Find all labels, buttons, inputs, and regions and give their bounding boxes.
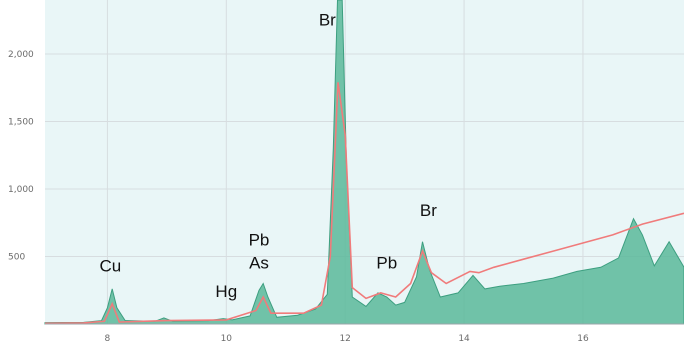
x-tick-label: 8: [105, 334, 111, 344]
y-tick-label: 500: [8, 253, 25, 263]
peak-label-as: As: [249, 254, 269, 273]
tick-layer: 500 1,000 1,500 2,000 8 10 12 14 16: [8, 50, 589, 344]
y-tick-label: 1,500: [8, 118, 34, 128]
x-tick-label: 10: [221, 334, 233, 344]
peak-label-cu: Cu: [100, 256, 122, 275]
annotation-layer: Cu Hg Pb As Br Pb Br: [100, 11, 438, 301]
y-tick-label: 2,000: [8, 50, 34, 60]
y-tick-label: 1,000: [8, 185, 34, 195]
x-tick-label: 16: [577, 334, 589, 344]
line-series: [44, 82, 684, 325]
peak-label-hg: Hg: [215, 282, 237, 301]
peak-label-br: Br: [420, 201, 437, 220]
peak-label-pb: Pb: [249, 231, 270, 250]
x-tick-label: 12: [339, 334, 350, 344]
peak-label-br: Br: [319, 11, 336, 30]
x-tick-label: 14: [458, 334, 470, 344]
peak-label-pb: Pb: [376, 254, 397, 273]
